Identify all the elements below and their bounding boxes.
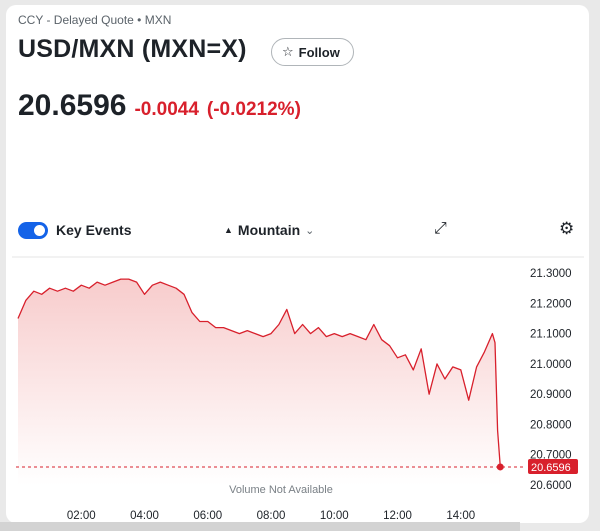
- chart-type-dropdown[interactable]: ▲ Mountain ⌄: [224, 222, 314, 238]
- y-tick-label: 20.8000: [530, 419, 572, 431]
- quote-card: CCY - Delayed Quote • MXN USD/MXN (MXN=X…: [6, 5, 589, 523]
- y-tick-label: 21.0000: [530, 359, 572, 371]
- current-price: 20.6596: [18, 89, 127, 122]
- y-tick-label: 20.7000: [530, 450, 572, 462]
- x-tick-label: 14:00: [446, 510, 475, 522]
- quote-source-subtitle: CCY - Delayed Quote • MXN: [18, 13, 172, 27]
- y-axis: 21.3000 21.2000 21.1000 21.0000 20.9000 20.80…: [530, 268, 572, 492]
- page-title: USD/MXN (MXN=X): [18, 35, 247, 63]
- price-line: [17, 278, 501, 468]
- price-change: -0.0044: [134, 99, 199, 120]
- follow-label: Follow: [298, 44, 340, 60]
- x-tick-label: 02:00: [67, 510, 96, 522]
- current-price-tag: [528, 458, 578, 474]
- x-tick-label: 10:00: [320, 510, 349, 522]
- x-tick-label: 06:00: [193, 510, 222, 522]
- expand-icon[interactable]: ⤢: [434, 220, 447, 237]
- price-row: 20.6596 -0.0044 (-0.0212%): [18, 89, 301, 123]
- y-tick-label: 20.9000: [530, 389, 572, 401]
- current-price-dot: [496, 463, 504, 471]
- star-icon: ☆: [282, 44, 294, 59]
- chart-toolbar: Key Events ▲ Mountain ⌄ ⤢ ⚙: [18, 219, 576, 245]
- chart-type-label: Mountain: [237, 222, 301, 238]
- current-price-tag-label: 20.6596: [531, 462, 571, 474]
- bottom-scrollbar: [0, 522, 520, 531]
- key-events-toggle[interactable]: [18, 222, 48, 239]
- key-events-label: Key Events: [56, 222, 132, 238]
- y-tick-label: 21.2000: [530, 298, 572, 310]
- chevron-down-icon: ⌄: [305, 224, 315, 237]
- y-tick-label: 21.1000: [530, 329, 572, 341]
- volume-note: Volume Not Available: [229, 484, 333, 496]
- y-tick-label: 20.6000: [530, 480, 572, 492]
- toggle-knob: [34, 225, 45, 236]
- y-tick-label: 21.3000: [530, 268, 572, 280]
- price-change-percent: (-0.0212%): [206, 99, 301, 120]
- x-tick-label: 04:00: [130, 510, 159, 522]
- mountain-icon: ▲: [224, 225, 233, 235]
- price-area-fill: [18, 279, 501, 485]
- follow-button[interactable]: ☆ Follow: [271, 38, 354, 66]
- x-tick-label: 08:00: [257, 510, 286, 522]
- price-chart[interactable]: 21.3000 21.2000 21.1000 21.0000 20.9000 20.80…: [6, 5, 589, 523]
- x-tick-label: 12:00: [383, 510, 412, 522]
- gear-icon[interactable]: ⚙: [559, 219, 575, 238]
- x-axis: 02:00 04:00 06:00 08:00 10:00 12:00 14:00: [67, 510, 475, 522]
